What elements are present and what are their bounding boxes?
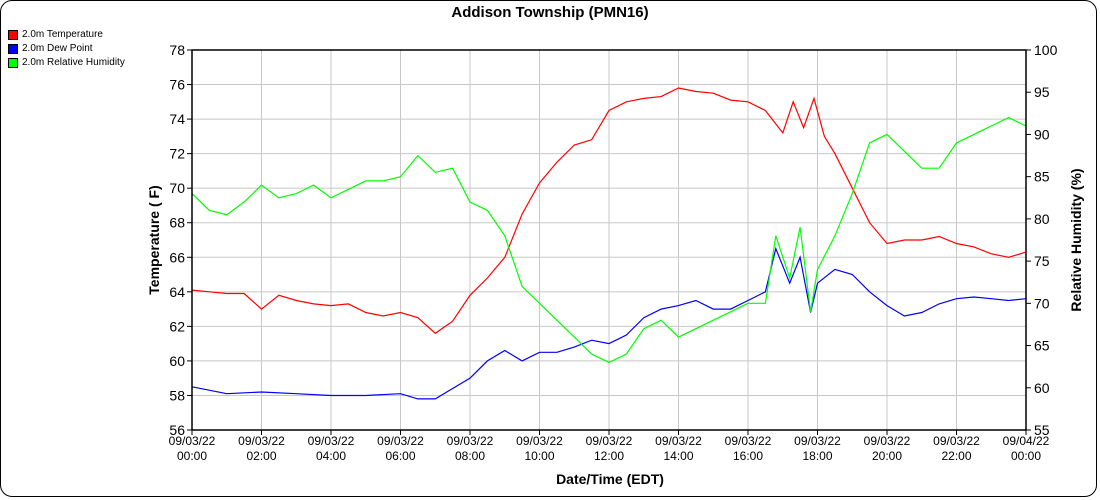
- legend-swatch-blue: [8, 44, 18, 54]
- legend-label: 2.0m Temperature: [22, 29, 103, 40]
- x-tick-date: 09/03/22: [308, 434, 355, 448]
- chart-title: Addison Township (PMN16): [451, 4, 649, 21]
- x-tick-date: 09/03/22: [864, 434, 911, 448]
- x-axis-label: Date/Time (EDT): [556, 471, 664, 487]
- x-tick-time: 16:00: [733, 449, 763, 463]
- x-tick-date: 09/03/22: [169, 434, 216, 448]
- x-tick-time: 12:00: [594, 449, 624, 463]
- x-tick-date: 09/03/22: [377, 434, 424, 448]
- x-tick-date: 09/03/22: [516, 434, 563, 448]
- y-tick-label: 72: [169, 146, 185, 162]
- y-tick-label: 78: [169, 42, 185, 58]
- x-tick-time: 08:00: [455, 449, 485, 463]
- x-tick-date: 09/03/22: [447, 434, 494, 448]
- y-tick-label: 60: [169, 353, 185, 369]
- legend-item-dew-point[interactable]: 2.0m Dew Point: [8, 42, 125, 56]
- legend-swatch-green: [8, 58, 18, 68]
- y2-axis-label: Relative Humidity (%): [1068, 168, 1084, 311]
- x-tick-date: 09/03/22: [586, 434, 633, 448]
- y-tick-label: 56: [169, 422, 185, 438]
- x-tick-date: 09/03/22: [933, 434, 980, 448]
- y-tick-label: 76: [169, 77, 185, 93]
- legend-swatch-red: [8, 30, 18, 40]
- x-tick-time: 00:00: [177, 449, 207, 463]
- legend: 2.0m Temperature 2.0m Dew Point 2.0m Rel…: [8, 28, 125, 70]
- y2-tick-label: 65: [1034, 338, 1050, 354]
- x-tick-time: 14:00: [663, 449, 693, 463]
- y-tick-label: 62: [169, 318, 185, 334]
- y-tick-label: 74: [169, 111, 185, 127]
- y2-tick-label: 85: [1034, 169, 1050, 185]
- y-tick-label: 58: [169, 387, 185, 403]
- y2-tick-label: 90: [1034, 126, 1050, 142]
- legend-item-temperature[interactable]: 2.0m Temperature: [8, 28, 125, 42]
- x-tick-time: 20:00: [872, 449, 902, 463]
- y-tick-label: 64: [169, 284, 185, 300]
- series-line-1: [191, 246, 1027, 400]
- x-tick-date: 09/03/22: [725, 434, 772, 448]
- x-tick-date: 09/04/22: [1003, 434, 1050, 448]
- y2-tick-label: 70: [1034, 295, 1050, 311]
- legend-label: 2.0m Relative Humidity: [22, 57, 125, 68]
- legend-item-humidity[interactable]: 2.0m Relative Humidity: [8, 56, 125, 70]
- y-tick-label: 70: [169, 180, 185, 196]
- x-tick-time: 02:00: [246, 449, 276, 463]
- y2-tick-label: 75: [1034, 253, 1050, 269]
- x-tick-time: 06:00: [385, 449, 415, 463]
- y2-tick-label: 80: [1034, 211, 1050, 227]
- y2-tick-label: 55: [1034, 422, 1050, 438]
- y2-tick-label: 100: [1034, 42, 1058, 58]
- x-tick-time: 04:00: [316, 449, 346, 463]
- legend-label: 2.0m Dew Point: [22, 43, 93, 54]
- y-tick-label: 66: [169, 249, 185, 265]
- y2-tick-label: 95: [1034, 84, 1050, 100]
- axes-box: [191, 49, 1027, 431]
- y2-tick-label: 60: [1034, 380, 1050, 396]
- x-tick-date: 09/03/22: [238, 434, 285, 448]
- x-tick-time: 00:00: [1011, 449, 1041, 463]
- x-tick-time: 10:00: [524, 449, 554, 463]
- x-tick-date: 09/03/22: [655, 434, 702, 448]
- y-axis-label: Temperature ( F): [146, 185, 162, 294]
- series-line-0: [191, 87, 1027, 335]
- x-tick-date: 09/03/22: [794, 434, 841, 448]
- x-tick-time: 22:00: [941, 449, 971, 463]
- series-line-2: [191, 116, 1027, 364]
- x-tick-time: 18:00: [802, 449, 832, 463]
- y-tick-label: 68: [169, 215, 185, 231]
